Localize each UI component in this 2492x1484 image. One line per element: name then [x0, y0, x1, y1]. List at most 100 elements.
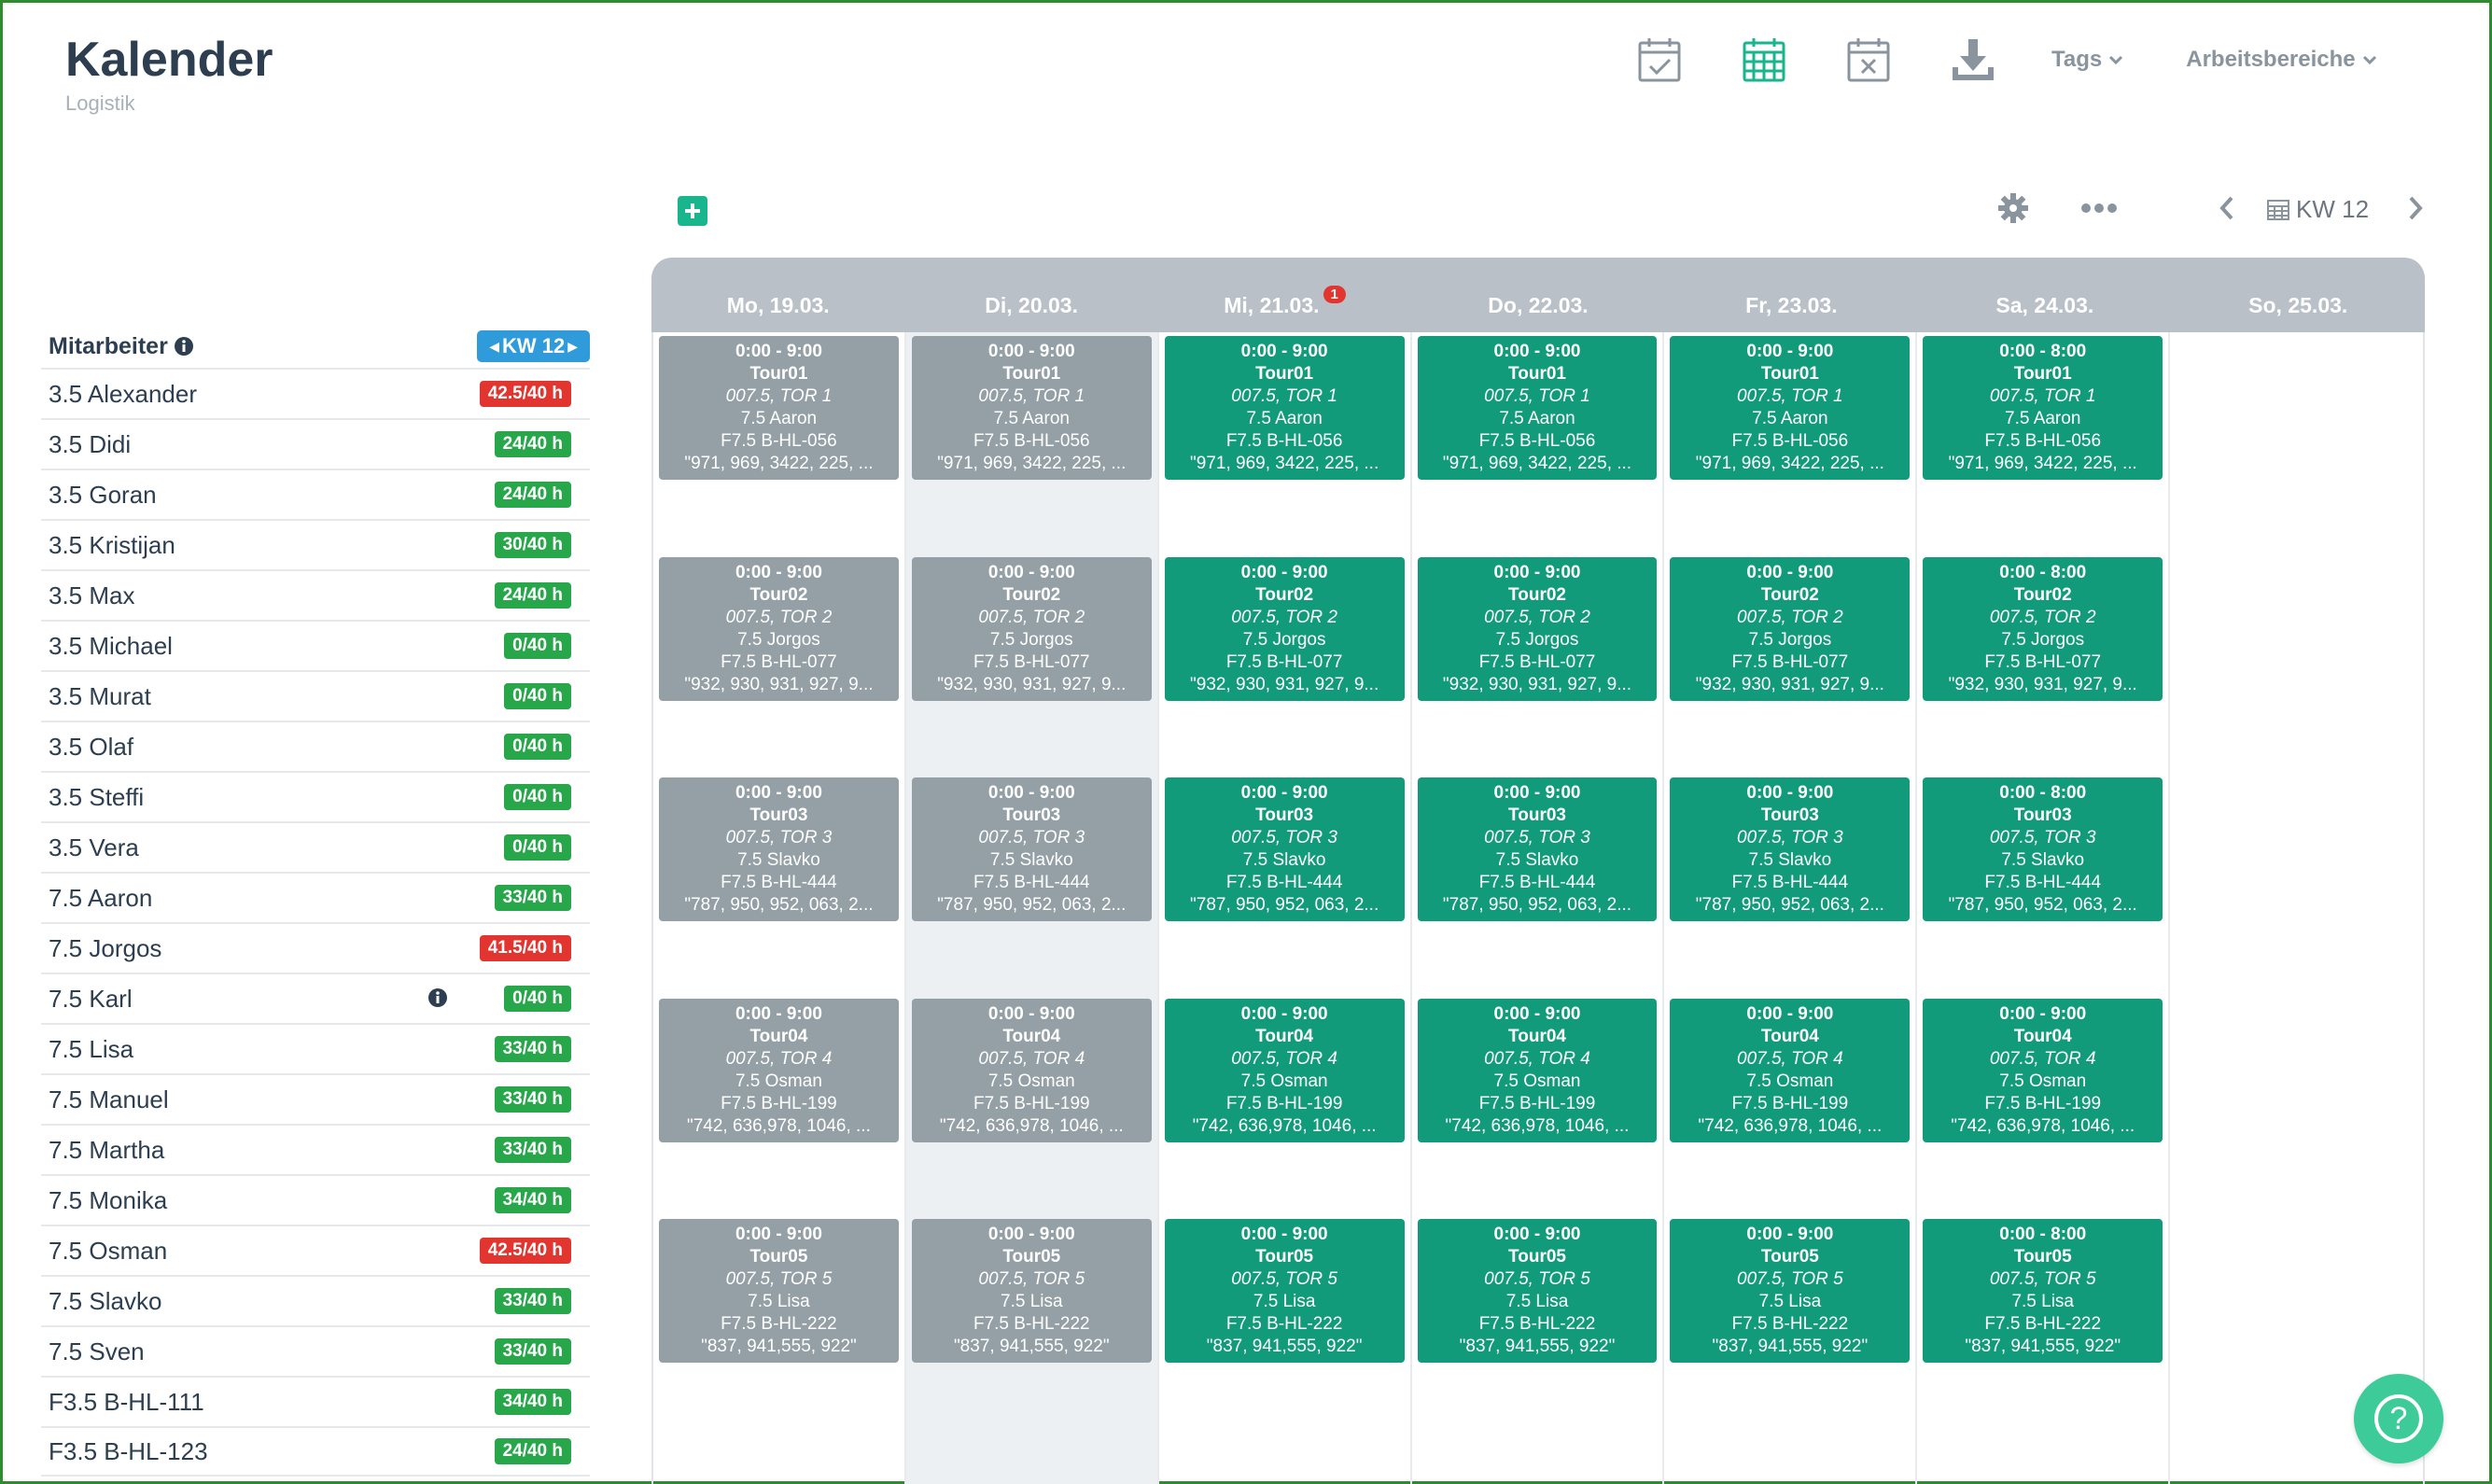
- tour-event[interactable]: 0:00 - 9:00 Tour05 007.5, TOR 5 7.5 Lisa F7.…: [659, 1219, 899, 1363]
- employee-row[interactable]: F3.5 B-HL-123 24/40 h: [41, 1426, 590, 1477]
- employee-row[interactable]: 3.5 Olaf 0/40 h: [41, 721, 590, 771]
- day-header[interactable]: So, 25.03.: [2172, 258, 2425, 332]
- arbeitsbereiche-menu[interactable]: Arbeitsbereiche: [2186, 47, 2377, 73]
- week-badge[interactable]: ◀ KW 12 ▶: [477, 330, 590, 362]
- tour-event[interactable]: 0:00 - 9:00 Tour02 007.5, TOR 2 7.5 Jorgos F…: [911, 556, 1152, 701]
- tour-event[interactable]: 0:00 - 9:00 Tour04 007.5, TOR 4 7.5 Osman F7…: [1164, 998, 1405, 1142]
- day-column[interactable]: 0:00 - 9:00 Tour01 007.5, TOR 1 7.5 Aaron F7…: [1412, 332, 1665, 1484]
- tour-event[interactable]: 0:00 - 9:00 Tour03 007.5, TOR 3 7.5 Slavko F…: [1417, 777, 1658, 921]
- day-header[interactable]: Do, 22.03.: [1411, 258, 1664, 332]
- calendar-x-icon[interactable]: [1842, 34, 1895, 86]
- employee-row[interactable]: 7.5 Aaron 33/40 h: [41, 872, 590, 922]
- employee-row[interactable]: 7.5 Sven 33/40 h: [41, 1325, 590, 1376]
- day-column[interactable]: 0:00 - 9:00 Tour01 007.5, TOR 1 7.5 Aaron F7…: [905, 332, 1159, 1484]
- tour-event[interactable]: 0:00 - 8:00 Tour03 007.5, TOR 3 7.5 Slavko F…: [1923, 777, 2163, 921]
- tour-event[interactable]: 0:00 - 9:00 Tour02 007.5, TOR 2 7.5 Jorgos F…: [659, 556, 899, 701]
- week-label: KW 12: [2296, 194, 2370, 223]
- tour-event[interactable]: 0:00 - 8:00 Tour05 007.5, TOR 5 7.5 Lisa F7.…: [1923, 1219, 2163, 1363]
- tour-event[interactable]: 0:00 - 9:00 Tour02 007.5, TOR 2 7.5 Jorgos F…: [1164, 556, 1405, 701]
- event-time: 0:00 - 8:00: [1999, 342, 2087, 361]
- day-header[interactable]: Fr, 23.03.: [1665, 258, 1918, 332]
- tour-event[interactable]: 0:00 - 9:00 Tour01 007.5, TOR 1 7.5 Aaron F7…: [911, 336, 1152, 480]
- hours-badge: 33/40 h: [494, 1086, 571, 1113]
- event-tour: Tour03: [2013, 805, 2072, 825]
- employee-row[interactable]: 3.5 Didi 24/40 h: [41, 418, 590, 469]
- tour-event[interactable]: 0:00 - 9:00 Tour05 007.5, TOR 5 7.5 Lisa F7.…: [1164, 1219, 1405, 1363]
- employee-row[interactable]: 3.5 Michael 0/40 h: [41, 620, 590, 670]
- hours-badge: 24/40 h: [494, 431, 571, 457]
- event-time: 0:00 - 9:00: [1746, 1003, 1834, 1024]
- tour-event[interactable]: 0:00 - 9:00 Tour05 007.5, TOR 5 7.5 Lisa F7.…: [911, 1219, 1152, 1363]
- day-header[interactable]: Mi, 21.03. 1: [1158, 258, 1411, 332]
- event-driver: 7.5 Lisa: [1253, 1292, 1316, 1311]
- chevron-right-icon[interactable]: [2404, 194, 2427, 222]
- employee-row[interactable]: 3.5 Alexander 42.5/40 h: [41, 368, 590, 418]
- event-driver: 7.5 Aaron: [1246, 409, 1323, 428]
- event-tour: Tour04: [749, 1026, 808, 1046]
- event-vehicle: F7.5 B-HL-222: [1225, 1314, 1343, 1334]
- day-column[interactable]: 0:00 - 9:00 Tour01 007.5, TOR 1 7.5 Aaron F7…: [1159, 332, 1412, 1484]
- employee-row[interactable]: 3.5 Kristijan 30/40 h: [41, 519, 590, 569]
- gear-icon[interactable]: [1997, 192, 2029, 224]
- tour-event[interactable]: 0:00 - 9:00 Tour01 007.5, TOR 1 7.5 Aaron F7…: [659, 336, 899, 480]
- event-vehicle: F7.5 B-HL-056: [1225, 431, 1343, 451]
- tour-event[interactable]: 0:00 - 9:00 Tour01 007.5, TOR 1 7.5 Aaron F7…: [1670, 336, 1911, 480]
- tour-event[interactable]: 0:00 - 9:00 Tour05 007.5, TOR 5 7.5 Lisa F7.…: [1417, 1219, 1658, 1363]
- tour-event[interactable]: 0:00 - 9:00 Tour03 007.5, TOR 3 7.5 Slavko F…: [1164, 777, 1405, 921]
- employee-row[interactable]: F3.5 B-HL-111 34/40 h: [41, 1376, 590, 1426]
- tour-event[interactable]: 0:00 - 9:00 Tour05 007.5, TOR 5 7.5 Lisa F7.…: [1670, 1219, 1911, 1363]
- calendar-check-icon[interactable]: [1633, 34, 1686, 86]
- tags-menu[interactable]: Tags: [2051, 47, 2124, 73]
- tour-event[interactable]: 0:00 - 8:00 Tour02 007.5, TOR 2 7.5 Jorgos F…: [1923, 556, 2163, 701]
- calendar-grid-icon[interactable]: [1738, 34, 1790, 86]
- employee-row[interactable]: 7.5 Karl 0/40 h: [41, 973, 590, 1023]
- employee-row[interactable]: 3.5 Goran 24/40 h: [41, 469, 590, 519]
- tour-event[interactable]: 0:00 - 9:00 Tour04 007.5, TOR 4 7.5 Osman F7…: [911, 998, 1152, 1142]
- employee-row[interactable]: 7.5 Monika 34/40 h: [41, 1174, 590, 1225]
- caret-right-icon: ▶: [567, 338, 578, 354]
- help-button[interactable]: ?: [2354, 1374, 2443, 1463]
- day-column[interactable]: 0:00 - 8:00 Tour01 007.5, TOR 1 7.5 Aaron F7…: [1917, 332, 2171, 1484]
- day-column[interactable]: [2170, 332, 2423, 1484]
- day-column[interactable]: 0:00 - 9:00 Tour01 007.5, TOR 1 7.5 Aaron F7…: [1664, 332, 1918, 1484]
- event-driver: 7.5 Slavko: [989, 850, 1073, 870]
- tour-event[interactable]: 0:00 - 9:00 Tour04 007.5, TOR 4 7.5 Osman F7…: [1670, 998, 1911, 1142]
- more-icon[interactable]: [2079, 202, 2119, 215]
- download-icon[interactable]: [1947, 34, 1999, 86]
- tour-event[interactable]: 0:00 - 9:00 Tour03 007.5, TOR 3 7.5 Slavko F…: [1670, 777, 1911, 921]
- employee-row[interactable]: 3.5 Murat 0/40 h: [41, 670, 590, 721]
- tour-event[interactable]: 0:00 - 9:00 Tour02 007.5, TOR 2 7.5 Jorgos F…: [1670, 556, 1911, 701]
- employees-title-label: Mitarbeiter: [49, 332, 168, 359]
- tour-event[interactable]: 0:00 - 9:00 Tour03 007.5, TOR 3 7.5 Slavko F…: [911, 777, 1152, 921]
- event-driver: 7.5 Osman: [1999, 1071, 2087, 1091]
- tour-event[interactable]: 0:00 - 9:00 Tour04 007.5, TOR 4 7.5 Osman F7…: [1923, 998, 2163, 1142]
- notification-badge[interactable]: 1: [1323, 285, 1346, 303]
- employee-row[interactable]: 7.5 Slavko 33/40 h: [41, 1275, 590, 1325]
- day-column[interactable]: 0:00 - 9:00 Tour01 007.5, TOR 1 7.5 Aaron F7…: [653, 332, 906, 1484]
- employee-row[interactable]: 7.5 Jorgos 41.5/40 h: [41, 922, 590, 973]
- tour-event[interactable]: 0:00 - 9:00 Tour03 007.5, TOR 3 7.5 Slavko F…: [659, 777, 899, 921]
- tour-event[interactable]: 0:00 - 9:00 Tour02 007.5, TOR 2 7.5 Jorgos F…: [1417, 556, 1658, 701]
- day-header[interactable]: Di, 20.03.: [904, 258, 1157, 332]
- day-header[interactable]: Sa, 24.03.: [1918, 258, 2171, 332]
- employee-row[interactable]: 7.5 Manuel 33/40 h: [41, 1073, 590, 1124]
- employee-row[interactable]: 7.5 Lisa 33/40 h: [41, 1023, 590, 1073]
- tour-event[interactable]: 0:00 - 9:00 Tour04 007.5, TOR 4 7.5 Osman F7…: [1417, 998, 1658, 1142]
- employee-row[interactable]: 7.5 Osman 42.5/40 h: [41, 1225, 590, 1275]
- employee-row[interactable]: 3.5 Steffi 0/40 h: [41, 771, 590, 821]
- event-vehicle: F7.5 B-HL-444: [721, 873, 837, 892]
- tour-event[interactable]: 0:00 - 9:00 Tour01 007.5, TOR 1 7.5 Aaron F7…: [1417, 336, 1658, 480]
- add-button[interactable]: [678, 196, 707, 226]
- event-time: 0:00 - 9:00: [1493, 1003, 1581, 1024]
- week-selector[interactable]: KW 12: [2266, 192, 2369, 226]
- tour-event[interactable]: 0:00 - 9:00 Tour01 007.5, TOR 1 7.5 Aaron F7…: [1164, 336, 1405, 480]
- tour-event[interactable]: 0:00 - 9:00 Tour04 007.5, TOR 4 7.5 Osman F7…: [659, 998, 899, 1142]
- day-header[interactable]: Mo, 19.03.: [651, 258, 904, 332]
- chevron-left-icon[interactable]: [2216, 194, 2238, 222]
- employee-row[interactable]: 7.5 Martha 33/40 h: [41, 1124, 590, 1174]
- employee-row[interactable]: 3.5 Vera 0/40 h: [41, 821, 590, 872]
- info-icon[interactable]: [427, 987, 448, 1008]
- info-icon[interactable]: [174, 336, 194, 357]
- tour-event[interactable]: 0:00 - 8:00 Tour01 007.5, TOR 1 7.5 Aaron F7…: [1923, 336, 2163, 480]
- employee-row[interactable]: 3.5 Max 24/40 h: [41, 569, 590, 620]
